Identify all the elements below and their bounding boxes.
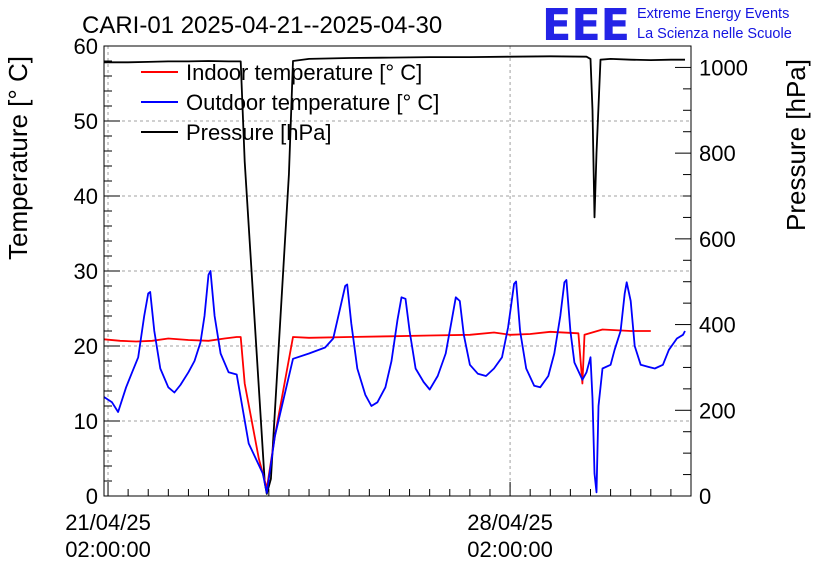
chart-title: CARI-01 2025-04-21--2025-04-30 — [82, 12, 442, 39]
y-axis-title: Temperature [° C] — [3, 56, 33, 260]
y2-tick-label: 800 — [699, 141, 736, 166]
series-line-pressure — [104, 55, 685, 495]
series-layer — [103, 55, 686, 495]
org-name-line2: La Scienza nelle Scuole — [637, 26, 792, 42]
y2-tick-label: 1000 — [699, 55, 748, 80]
left-axis: 0 10 20 30 40 50 60 — [74, 34, 120, 509]
y-tick-label: 30 — [74, 259, 98, 284]
eee-logo: EEE Extreme Energy Events La Scienza nel… — [542, 0, 792, 51]
y2-tick-label: 400 — [699, 313, 736, 338]
org-name-line1: Extreme Energy Events — [637, 6, 789, 22]
y2-axis-title: Pressure [hPa] — [781, 59, 811, 231]
right-axis: 0 200 400 600 800 1000 — [675, 45, 748, 509]
eee-logo-text: EEE — [542, 0, 630, 51]
x-tick-label-time: 02:00:00 — [467, 537, 553, 562]
legend: Indoor temperature [° C] Outdoor temperat… — [141, 60, 439, 145]
legend-label: Indoor temperature [° C] — [186, 60, 422, 85]
y2-tick-label: 600 — [699, 227, 736, 252]
y-tick-label: 50 — [74, 109, 98, 134]
series-line-indoor-temperature — [103, 328, 651, 490]
legend-label: Outdoor temperature [° C] — [186, 90, 439, 115]
y-tick-label: 0 — [86, 484, 98, 509]
y-tick-label: 10 — [74, 409, 98, 434]
y-tick-label: 20 — [74, 334, 98, 359]
y-tick-label: 40 — [74, 184, 98, 209]
series-line-outdoor-temperature — [103, 270, 686, 494]
x-tick-label-date: 28/04/25 — [467, 510, 553, 535]
y-tick-label: 60 — [74, 34, 98, 59]
x-tick-label-date: 21/04/25 — [65, 510, 151, 535]
legend-label: Pressure [hPa] — [186, 120, 332, 145]
x-tick-label-time: 02:00:00 — [65, 537, 151, 562]
y2-tick-label: 200 — [699, 398, 736, 423]
y2-tick-label: 0 — [699, 484, 711, 509]
